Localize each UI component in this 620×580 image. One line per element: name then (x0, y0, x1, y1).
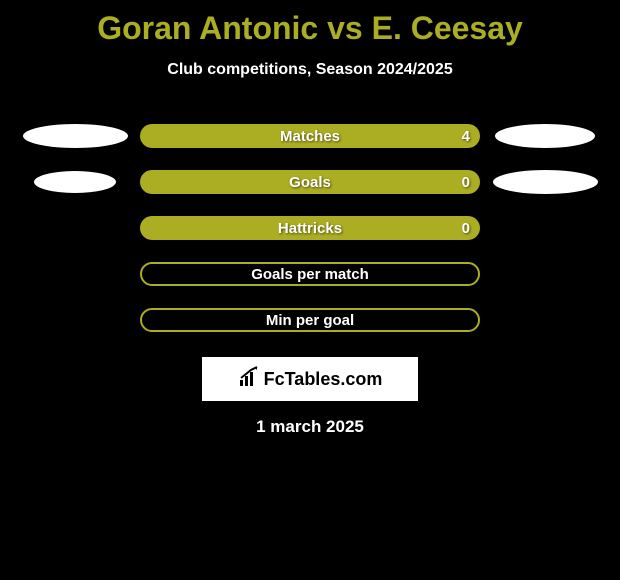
stat-label: Goals (140, 170, 480, 194)
stat-label: Min per goal (142, 310, 478, 330)
right-side (480, 251, 610, 297)
stat-row: Goals per match (0, 251, 620, 297)
right-ellipse (495, 124, 595, 148)
left-side (10, 113, 140, 159)
right-ellipse (493, 170, 598, 194)
subtitle: Club competitions, Season 2024/2025 (0, 61, 620, 79)
stats-rows: Matches 4 Goals 0 (0, 113, 620, 343)
left-ellipse (34, 171, 116, 193)
stat-value: 0 (462, 170, 470, 194)
stat-bar-goals: Goals 0 (140, 170, 480, 194)
right-side (480, 297, 610, 343)
left-ellipse (23, 124, 128, 148)
stat-bar-goals-per-match: Goals per match (140, 262, 480, 286)
stat-value: 0 (462, 216, 470, 240)
date-label: 1 march 2025 (0, 417, 620, 437)
logo: FcTables.com (238, 366, 383, 393)
right-side (480, 113, 610, 159)
stat-label: Matches (140, 124, 480, 148)
left-side (10, 297, 140, 343)
stat-row: Goals 0 (0, 159, 620, 205)
logo-text: FcTables.com (264, 369, 383, 390)
stat-bar-hattricks: Hattricks 0 (140, 216, 480, 240)
stat-row: Matches 4 (0, 113, 620, 159)
infographic-container: Goran Antonic vs E. Ceesay Club competit… (0, 0, 620, 580)
stat-bar-min-per-goal: Min per goal (140, 308, 480, 332)
stat-row: Min per goal (0, 297, 620, 343)
stat-value: 4 (462, 124, 470, 148)
stat-bar-matches: Matches 4 (140, 124, 480, 148)
left-side (10, 205, 140, 251)
stat-row: Hattricks 0 (0, 205, 620, 251)
left-side (10, 159, 140, 205)
right-side (480, 159, 610, 205)
right-side (480, 205, 610, 251)
stat-label: Hattricks (140, 216, 480, 240)
logo-box: FcTables.com (202, 357, 418, 401)
left-side (10, 251, 140, 297)
stat-label: Goals per match (142, 264, 478, 284)
chart-icon (238, 366, 260, 393)
page-title: Goran Antonic vs E. Ceesay (0, 0, 620, 47)
